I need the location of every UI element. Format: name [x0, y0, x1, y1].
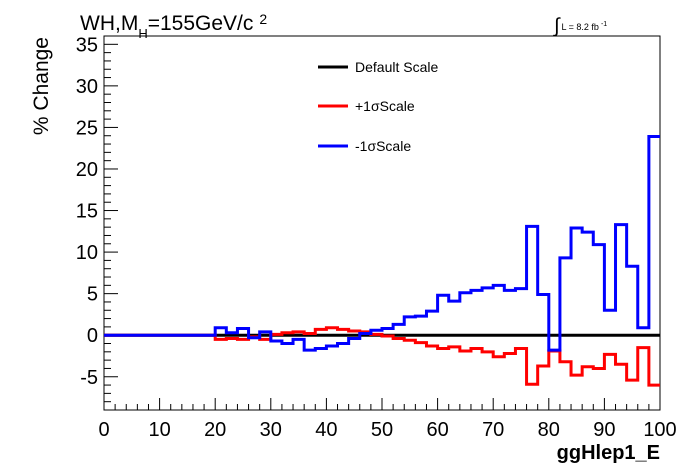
plot-frame — [103, 35, 661, 411]
legend: Default Scale +1σScale -1σScale — [318, 59, 438, 154]
x-tick-label: 20 — [204, 419, 226, 441]
y-tick-label: 35 — [76, 34, 98, 56]
chart-title-rest: =155GeV/c — [148, 12, 254, 35]
x-tick-label: 50 — [371, 419, 393, 441]
y-tick-label: -5 — [80, 367, 98, 389]
y-tick-label: 15 — [76, 201, 98, 223]
legend-label: -1σScale — [355, 138, 411, 154]
y-tick-label: 5 — [87, 284, 98, 306]
x-tick-label: 10 — [148, 419, 170, 441]
y-tick-label: 20 — [76, 159, 98, 181]
x-tick-label: 80 — [538, 419, 560, 441]
x-tick-label: 60 — [426, 419, 448, 441]
chart-title-main: WH,M — [80, 12, 138, 35]
x-tick-label: 0 — [98, 419, 109, 441]
x-tick-label: 100 — [643, 419, 676, 441]
legend-label: Default Scale — [355, 59, 438, 75]
x-axis-label: ggHlep1_E — [557, 442, 660, 464]
x-tick-label: 90 — [593, 419, 615, 441]
y-axis-label: % Change — [30, 37, 53, 135]
tick-labels: 0 10 20 30 40 50 60 70 80 90 100 -5 0 5 10 15 20 25 30 35 — [76, 34, 677, 441]
chart-title-superscript: 2 — [259, 11, 267, 27]
chart-title-subscript: H — [138, 26, 147, 41]
chart-title: WH,MH=155GeV/c 2 — [80, 11, 267, 41]
luminosity-text: L = 8.2 fb — [561, 22, 598, 32]
series-line-minus-1-sigma-scale — [104, 135, 660, 352]
luminosity-label: ∫ L = 8.2 fb -1 — [553, 15, 607, 37]
y-tick-label: 30 — [76, 76, 98, 98]
axis-ticks — [103, 35, 661, 411]
plot-area-border — [103, 35, 661, 411]
y-tick-label: 25 — [76, 117, 98, 139]
series-line-plus-1-sigma-scale — [104, 326, 660, 387]
x-tick-label: 30 — [260, 419, 282, 441]
x-tick-label: 40 — [315, 419, 337, 441]
luminosity-superscript: -1 — [601, 21, 607, 28]
integral-symbol: ∫ — [553, 15, 561, 37]
legend-label: +1σScale — [355, 98, 415, 114]
x-tick-label: 70 — [482, 419, 504, 441]
y-tick-label: 0 — [87, 325, 98, 347]
y-tick-label: 10 — [76, 242, 98, 264]
series-lines — [104, 135, 660, 387]
